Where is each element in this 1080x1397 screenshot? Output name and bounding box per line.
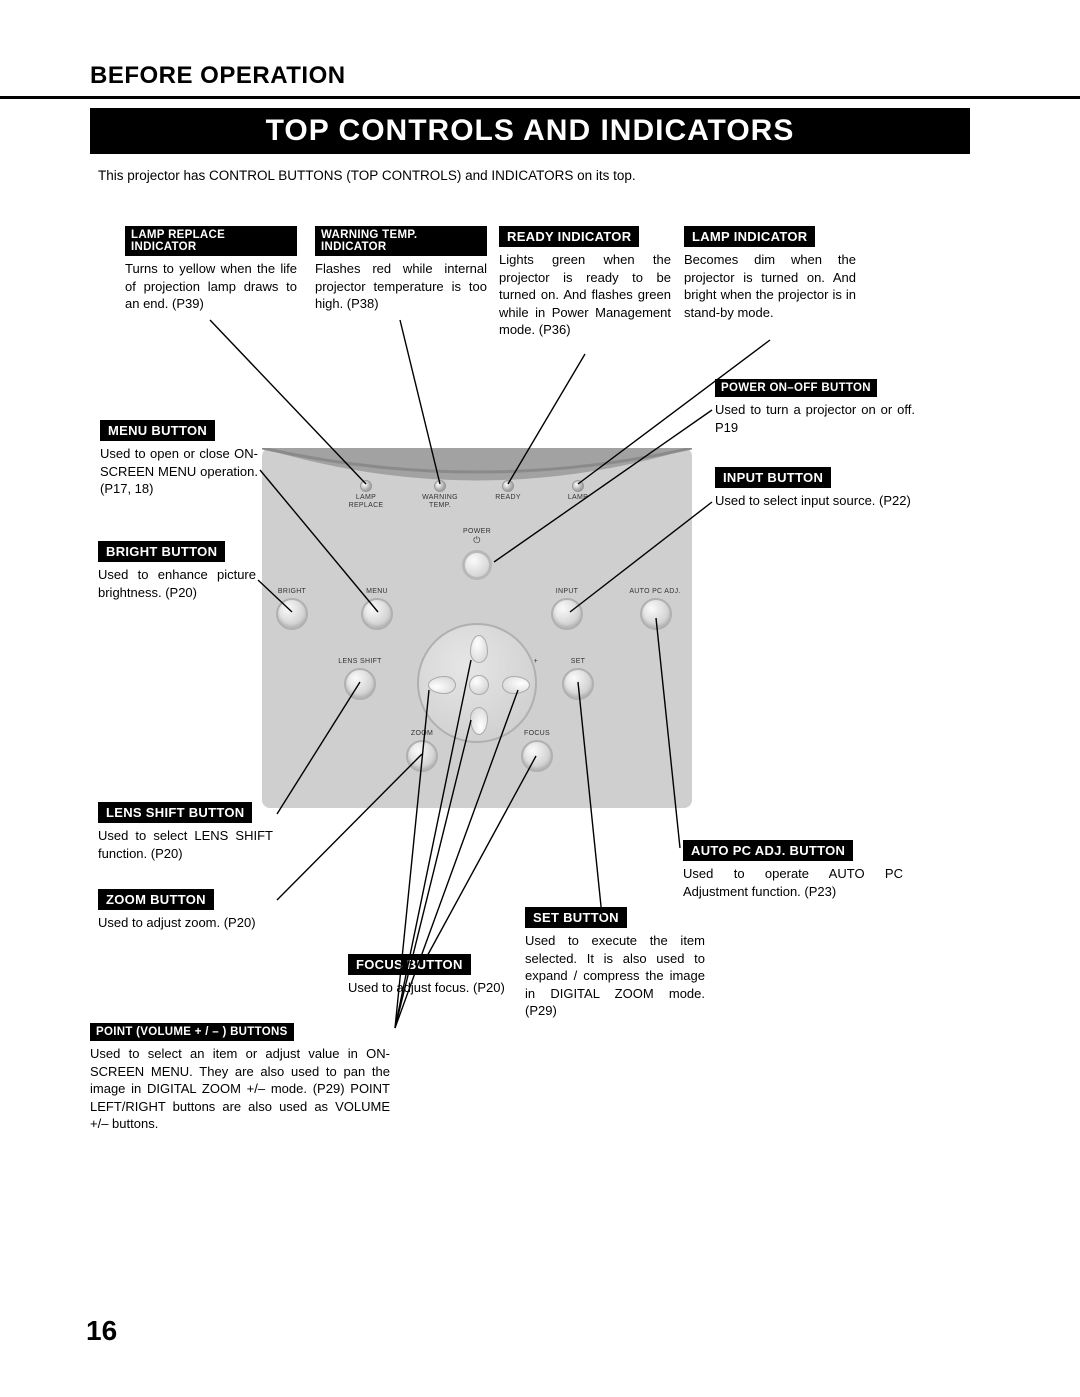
dpad-up[interactable] xyxy=(470,635,488,663)
auto-pc-button[interactable] xyxy=(640,598,672,630)
panel-label-lensshift: LENS SHIFT xyxy=(330,658,390,666)
bright-button[interactable] xyxy=(276,598,308,630)
callout-label: BRIGHT BUTTON xyxy=(98,541,225,562)
callout-desc: Used to select input source. (P22) xyxy=(715,492,915,510)
callout-label: FOCUS BUTTON xyxy=(348,954,471,975)
callout-desc: Used to open or close ON-SCREEN MENU ope… xyxy=(100,445,258,498)
panel-label-menu: MENU xyxy=(352,588,402,596)
power-button[interactable] xyxy=(462,550,492,580)
callout-desc: Becomes dim when the projector is turned… xyxy=(684,251,856,321)
callout-label: POINT (VOLUME + / – ) BUTTONS xyxy=(90,1023,294,1041)
callout-set: SET BUTTON Used to execute the item sele… xyxy=(525,907,705,1020)
lamp-replace-led xyxy=(360,480,372,492)
callout-label: LAMP REPLACE INDICATOR xyxy=(125,226,297,256)
callout-desc: Used to enhance picture brightness. (P20… xyxy=(98,566,256,601)
point-dpad[interactable] xyxy=(417,623,537,743)
dpad-right[interactable] xyxy=(502,676,530,694)
panel-label-warning-temp: WARNINGTEMP. xyxy=(416,494,464,509)
header-rule xyxy=(0,96,1080,99)
callout-label: AUTO PC ADJ. BUTTON xyxy=(683,840,853,861)
callout-zoom: ZOOM BUTTON Used to adjust zoom. (P20) xyxy=(98,889,273,932)
dpad-left[interactable] xyxy=(428,676,456,694)
callout-auto-pc: AUTO PC ADJ. BUTTON Used to operate AUTO… xyxy=(683,840,903,900)
callout-point: POINT (VOLUME + / – ) BUTTONS Used to se… xyxy=(90,1022,390,1133)
page-number: 16 xyxy=(86,1315,117,1347)
dpad-down[interactable] xyxy=(470,707,488,735)
callout-menu: MENU BUTTON Used to open or close ON-SCR… xyxy=(100,420,258,498)
power-icon: ⏻ xyxy=(457,536,497,546)
panel-label-focus: FOCUS xyxy=(512,730,562,738)
callout-warning-temp: WARNING TEMP. INDICATOR Flashes red whil… xyxy=(315,226,487,313)
panel-label-ready: READY xyxy=(488,494,528,502)
callout-desc: Used to execute the item selected. It is… xyxy=(525,932,705,1020)
callout-focus: FOCUS BUTTON Used to adjust focus. (P20) xyxy=(348,954,508,997)
panel-label-autopc: AUTO PC ADJ. xyxy=(620,588,690,596)
callout-input: INPUT BUTTON Used to select input source… xyxy=(715,467,915,510)
menu-button[interactable] xyxy=(361,598,393,630)
callout-label: LENS SHIFT BUTTON xyxy=(98,802,252,823)
panel-label-lamp-replace: LAMPREPLACE xyxy=(344,494,388,509)
ready-led xyxy=(502,480,514,492)
page-title: TOP CONTROLS AND INDICATORS xyxy=(90,108,970,154)
control-panel: LAMPREPLACE WARNINGTEMP. READY LAMP POWE… xyxy=(262,448,692,808)
callout-label: POWER ON–OFF BUTTON xyxy=(715,379,877,397)
section-header: BEFORE OPERATION xyxy=(90,62,346,90)
callout-label: LAMP INDICATOR xyxy=(684,226,815,247)
panel-label-input: INPUT xyxy=(542,588,592,596)
callout-lamp: LAMP INDICATOR Becomes dim when the proj… xyxy=(684,226,856,321)
focus-button[interactable] xyxy=(521,740,553,772)
callout-power: POWER ON–OFF BUTTON Used to turn a proje… xyxy=(715,378,915,436)
panel-label-bright: BRIGHT xyxy=(262,588,322,596)
callout-desc: Turns to yellow when the life of project… xyxy=(125,260,297,313)
callout-desc: Used to adjust zoom. (P20) xyxy=(98,914,273,932)
callout-ready: READY INDICATOR Lights green when the pr… xyxy=(499,226,671,339)
panel-swoosh xyxy=(262,448,692,496)
callout-bright: BRIGHT BUTTON Used to enhance picture br… xyxy=(98,541,256,601)
set-button[interactable] xyxy=(562,668,594,700)
callout-desc: Used to operate AUTO PC Adjustment funct… xyxy=(683,865,903,900)
callout-label: ZOOM BUTTON xyxy=(98,889,214,910)
panel-label-set: SET xyxy=(558,658,598,666)
callout-label: READY INDICATOR xyxy=(499,226,639,247)
callout-lens-shift: LENS SHIFT BUTTON Used to select LENS SH… xyxy=(98,802,273,862)
panel-label-lamp: LAMP xyxy=(558,494,598,502)
callout-desc: Used to adjust focus. (P20) xyxy=(348,979,508,997)
panel-label-zoom: ZOOM xyxy=(397,730,447,738)
input-button[interactable] xyxy=(551,598,583,630)
callout-label: INPUT BUTTON xyxy=(715,467,831,488)
callout-lamp-replace: LAMP REPLACE INDICATOR Turns to yellow w… xyxy=(125,226,297,313)
callout-desc: Used to select an item or adjust value i… xyxy=(90,1045,390,1133)
lens-shift-button[interactable] xyxy=(344,668,376,700)
callout-desc: Lights green when the projector is ready… xyxy=(499,251,671,339)
dpad-center[interactable] xyxy=(469,675,489,695)
callout-desc: Used to select LENS SHIFT function. (P20… xyxy=(98,827,273,862)
callout-desc: Flashes red while internal projector tem… xyxy=(315,260,487,313)
callout-label: WARNING TEMP. INDICATOR xyxy=(315,226,487,256)
callout-label: SET BUTTON xyxy=(525,907,627,928)
lamp-led xyxy=(572,480,584,492)
callout-label: MENU BUTTON xyxy=(100,420,215,441)
intro-text: This projector has CONTROL BUTTONS (TOP … xyxy=(98,168,636,183)
warning-temp-led xyxy=(434,480,446,492)
callout-desc: Used to turn a projector on or off. P19 xyxy=(715,401,915,436)
zoom-button[interactable] xyxy=(406,740,438,772)
